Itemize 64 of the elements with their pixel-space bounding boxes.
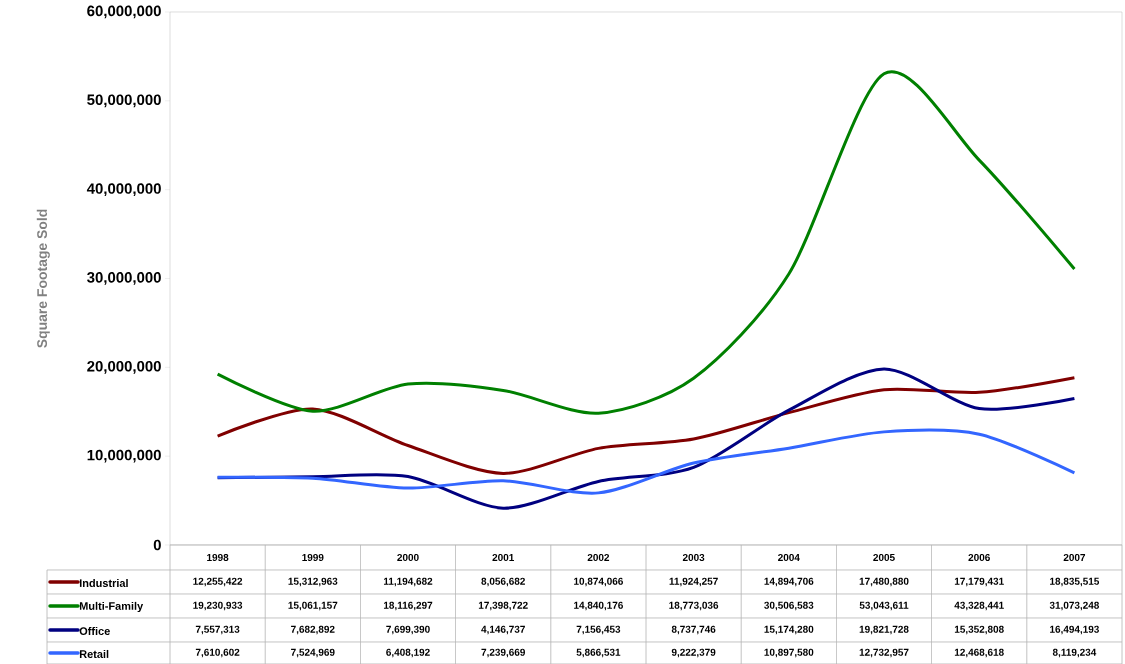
- y-tick-label: 60,000,000: [87, 5, 161, 19]
- y-tick-label: 10,000,000: [87, 449, 161, 463]
- line-series: [216, 71, 1076, 415]
- data-label: 14,840,176: [574, 601, 623, 611]
- x-tick-label: 1999: [302, 553, 324, 562]
- x-tick-label: 1998: [207, 553, 229, 562]
- data-label: 7,682,892: [291, 625, 335, 635]
- data-label: 12,468,618: [954, 648, 1004, 658]
- data-label: 16,494,193: [1050, 625, 1099, 635]
- y-tick-label: 20,000,000: [87, 360, 161, 374]
- x-tick-label: 2002: [587, 553, 610, 562]
- data-label: 31,073,248: [1049, 601, 1100, 611]
- data-label: 19,821,728: [859, 625, 909, 635]
- x-tick-label: 2006: [968, 553, 990, 562]
- data-label: 8,056,682: [481, 577, 525, 587]
- data-label: 10,897,580: [764, 648, 814, 658]
- x-tick-label: 2000: [397, 553, 419, 562]
- data-label: 17,398,722: [478, 601, 528, 611]
- data-label: 15,352,808: [954, 625, 1004, 635]
- x-tick-label: 2003: [682, 553, 705, 562]
- data-label: 11,194,682: [383, 577, 433, 587]
- data-label: 9,222,379: [671, 648, 716, 658]
- data-label: 4,146,737: [481, 625, 525, 635]
- data-label: 12,255,422: [193, 577, 243, 587]
- y-tick-label: 30,000,000: [87, 272, 161, 285]
- data-label: 30,506,583: [764, 601, 814, 611]
- x-tick-label: 2005: [873, 553, 895, 562]
- y-tick-label: 0: [153, 539, 161, 551]
- data-label: 8,119,234: [1052, 648, 1097, 658]
- data-label: 15,061,157: [288, 601, 338, 611]
- y-tick-label: 40,000,000: [86, 183, 161, 197]
- data-label: 18,835,515: [1050, 577, 1100, 587]
- data-label: 7,524,969: [291, 648, 335, 658]
- legend-label: Multi-Family: [79, 601, 144, 613]
- line-series: [216, 376, 1076, 475]
- legend-label: Retail: [79, 649, 109, 659]
- data-label: 15,312,963: [288, 577, 338, 587]
- data-label: 18,773,036: [669, 601, 719, 611]
- x-tick-label: 2007: [1063, 553, 1086, 562]
- data-label: 7,699,390: [386, 625, 430, 635]
- y-axis-title: Square Footage Sold: [36, 209, 50, 348]
- legend-label: Office: [79, 626, 110, 636]
- y-tick-label: 50,000,000: [87, 94, 161, 108]
- data-label: 8,737,746: [671, 625, 716, 635]
- data-label: 53,043,611: [859, 601, 909, 611]
- data-label: 18,116,297: [383, 601, 433, 611]
- legend-label: Industrial: [79, 578, 128, 588]
- data-label: 7,156,453: [576, 625, 621, 635]
- data-label: 7,557,313: [195, 625, 240, 635]
- data-label: 7,610,602: [195, 648, 240, 658]
- x-tick-label: 2004: [778, 553, 800, 562]
- data-label: 19,230,933: [193, 601, 243, 611]
- data-label: 15,174,280: [764, 625, 814, 635]
- data-label: 43,328,441: [954, 601, 1004, 611]
- data-label: 5,866,531: [576, 648, 621, 658]
- data-label: 14,894,706: [764, 577, 814, 587]
- data-label: 11,924,257: [669, 577, 718, 587]
- data-label: 17,179,431: [954, 577, 1004, 587]
- data-label: 12,732,957: [859, 648, 909, 658]
- data-label: 6,408,192: [386, 648, 430, 658]
- data-label: 7,239,669: [481, 648, 525, 658]
- x-tick-label: 2001: [492, 553, 515, 562]
- data-label: 10,874,066: [574, 577, 623, 587]
- data-label: 17,480,880: [859, 577, 909, 587]
